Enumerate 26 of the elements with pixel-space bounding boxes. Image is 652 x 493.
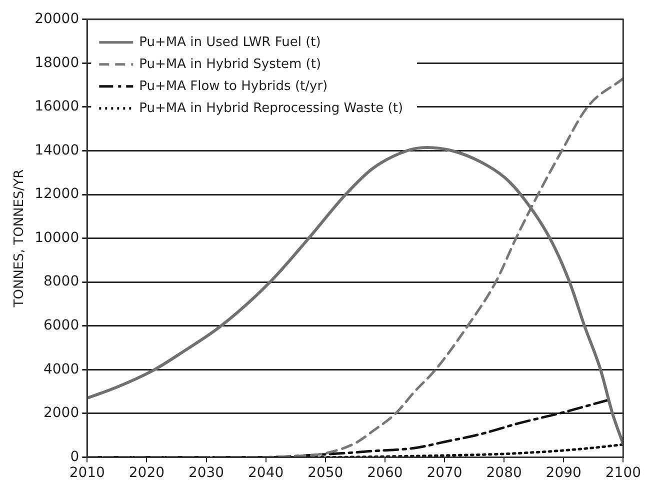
- x-tick-label: 2010: [69, 465, 105, 482]
- legend-label: Pu+MA in Hybrid Reprocessing Waste (t): [139, 100, 404, 116]
- legend-label: Pu+MA in Used LWR Fuel (t): [139, 34, 321, 50]
- legend-label: Pu+MA in Hybrid System (t): [139, 56, 322, 72]
- x-tick-label: 2020: [128, 465, 165, 482]
- x-tick-label: 2060: [367, 465, 403, 482]
- x-tick-label: 2100: [605, 465, 642, 482]
- y-tick-label: 8000: [43, 274, 80, 290]
- y-tick-label: 20000: [34, 11, 80, 28]
- y-axis-title: TONNES, TONNES/YR: [12, 169, 28, 308]
- y-tick-label: 4000: [43, 361, 80, 378]
- y-tick-label: 2000: [43, 405, 80, 422]
- y-tick-label: 12000: [34, 186, 80, 202]
- legend-label: Pu+MA Flow to Hybrids (t/yr): [139, 78, 328, 94]
- x-tick-label: 2040: [248, 465, 284, 482]
- x-tick-label: 2080: [486, 465, 522, 482]
- x-tick-label: 2090: [546, 465, 582, 482]
- y-tick-label: 10000: [34, 230, 80, 246]
- y-tick-label: 6000: [43, 318, 80, 334]
- x-tick-label: 2050: [308, 465, 344, 482]
- x-tick-label: 2070: [426, 465, 462, 482]
- y-tick-label: 14000: [34, 142, 80, 158]
- x-tick-label: 2030: [188, 465, 224, 482]
- y-tick-label: 0: [70, 448, 80, 465]
- y-tick-label: 18000: [34, 54, 80, 71]
- y-tick-label: 16000: [34, 98, 80, 115]
